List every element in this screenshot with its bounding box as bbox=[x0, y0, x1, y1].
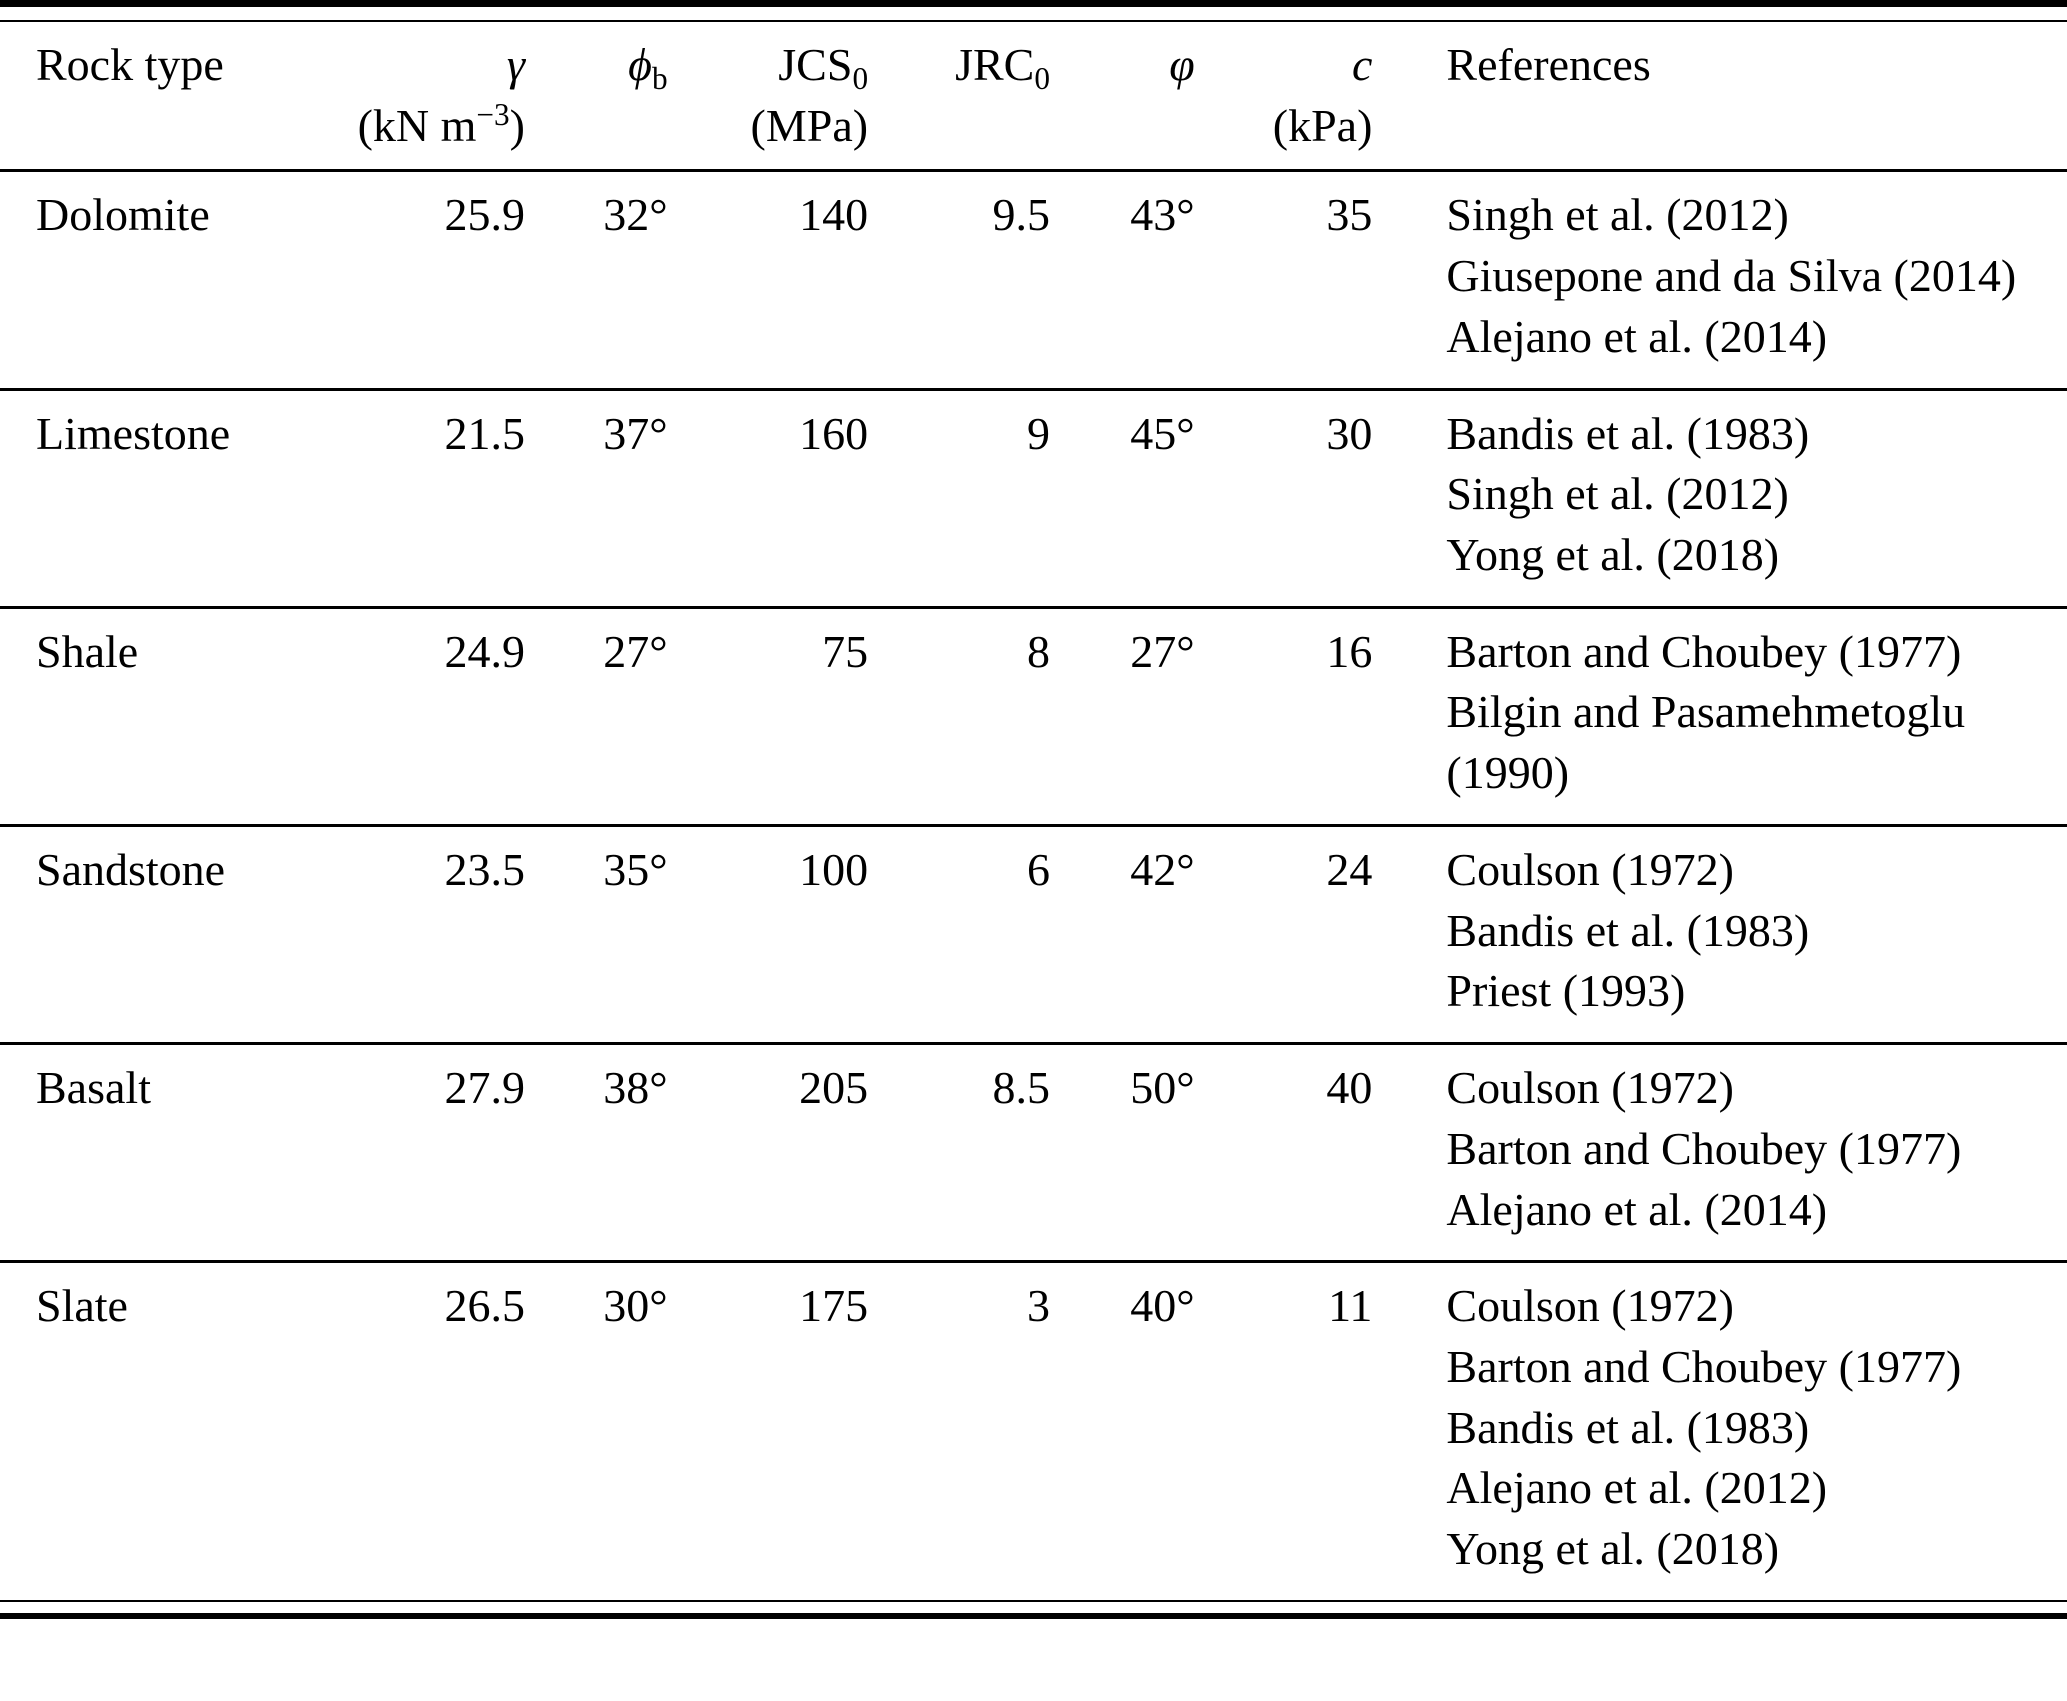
gamma-value: 26.5 bbox=[299, 1260, 525, 1600]
c-value: 11 bbox=[1194, 1260, 1373, 1600]
phi-b-value: 37° bbox=[525, 387, 668, 608]
gamma-symbol: γ bbox=[506, 39, 525, 90]
references-cell: Coulson (1972) Barton and Choubey (1977)… bbox=[1372, 1260, 2067, 1600]
data-table: Rock type γ (kN m−3) ϕb JCS0 (MPa) JRC0 bbox=[0, 22, 2067, 1600]
rock-type-cell: Shale bbox=[0, 605, 300, 826]
jcs0-value: 160 bbox=[667, 387, 869, 608]
phi-b-value: 38° bbox=[525, 1042, 668, 1262]
phi-b-value: 32° bbox=[525, 169, 668, 390]
jrc0-value: 8 bbox=[868, 605, 1050, 826]
jcs0-value: 175 bbox=[667, 1260, 869, 1600]
gamma-value: 21.5 bbox=[299, 387, 525, 608]
table-header: Rock type γ (kN m−3) ϕb JCS0 (MPa) JRC0 bbox=[0, 22, 2067, 171]
header-c: c (kPa) bbox=[1195, 22, 1373, 171]
header-row: Rock type γ (kN m−3) ϕb JCS0 (MPa) JRC0 bbox=[0, 22, 2067, 171]
rock-type-cell: Limestone bbox=[0, 387, 300, 608]
rock-type-cell: Dolomite bbox=[0, 169, 300, 390]
jrc0-value: 8.5 bbox=[868, 1042, 1050, 1262]
rock-type-cell: Slate bbox=[0, 1260, 300, 1600]
references-cell: Coulson (1972) Bandis et al. (1983) Prie… bbox=[1372, 823, 2067, 1044]
header-jcs0: JCS0 (MPa) bbox=[668, 22, 869, 171]
jrc0-value: 6 bbox=[868, 823, 1050, 1044]
table-bottom-rule bbox=[0, 1599, 2067, 1619]
jrc0-label: JRC0 bbox=[955, 39, 1050, 96]
header-references: References bbox=[1446, 39, 1651, 90]
phi-value: 43° bbox=[1049, 169, 1195, 390]
c-value: 30 bbox=[1194, 387, 1373, 608]
phi-value: 50° bbox=[1049, 1042, 1195, 1262]
header-rock-type: Rock type bbox=[0, 22, 300, 171]
gamma-value: 24.9 bbox=[299, 605, 525, 826]
header-gamma: γ (kN m−3) bbox=[300, 22, 525, 171]
phi-b-value: 27° bbox=[525, 605, 668, 826]
jcs0-unit: (MPa) bbox=[750, 99, 869, 151]
gamma-unit: (kN m−3) bbox=[357, 96, 525, 151]
c-value: 16 bbox=[1194, 605, 1373, 826]
rock-type-cell: Basalt bbox=[0, 1042, 300, 1262]
phi-value: 27° bbox=[1049, 605, 1195, 826]
table-top-rule bbox=[0, 0, 2067, 22]
phi-symbol: φ bbox=[1169, 39, 1195, 90]
phi-b-value: 35° bbox=[525, 823, 668, 1044]
header-phi: φ bbox=[1050, 22, 1195, 171]
gamma-unit-exponent: −3 bbox=[476, 96, 510, 132]
table-body: Dolomite 25.9 32° 140 9.5 43° 35 Singh e… bbox=[0, 169, 2067, 1600]
jrc0-value: 9.5 bbox=[868, 169, 1050, 390]
rock-type-cell: Sandstone bbox=[0, 823, 300, 1044]
gamma-value: 25.9 bbox=[299, 169, 525, 390]
c-value: 40 bbox=[1194, 1042, 1373, 1262]
c-symbol: c bbox=[1352, 39, 1373, 90]
references-cell: Singh et al. (2012) Giusepone and da Sil… bbox=[1372, 169, 2067, 390]
jcs0-label: JCS0 bbox=[778, 39, 869, 96]
c-unit: (kPa) bbox=[1272, 99, 1373, 151]
jrc0-value: 9 bbox=[868, 387, 1050, 608]
c-value: 24 bbox=[1194, 823, 1373, 1044]
jcs0-value: 140 bbox=[667, 169, 869, 390]
rock-properties-table: Rock type γ (kN m−3) ϕb JCS0 (MPa) JRC0 bbox=[0, 0, 2067, 1619]
header-jrc0: JRC0 bbox=[868, 22, 1050, 171]
jrc0-value: 3 bbox=[868, 1260, 1050, 1600]
table-row: Basalt 27.9 38° 205 8.5 50° 40 Coulson (… bbox=[0, 1042, 2067, 1262]
table-row: Dolomite 25.9 32° 140 9.5 43° 35 Singh e… bbox=[0, 169, 2067, 390]
c-value: 35 bbox=[1194, 169, 1373, 390]
references-cell: Barton and Choubey (1977) Bilgin and Pas… bbox=[1372, 605, 2067, 826]
jcs0-value: 75 bbox=[667, 605, 869, 826]
phi-b-value: 30° bbox=[525, 1260, 668, 1600]
header-rock-type-label: Rock type bbox=[36, 39, 224, 90]
references-cell: Bandis et al. (1983) Singh et al. (2012)… bbox=[1372, 387, 2067, 608]
table-row: Limestone 21.5 37° 160 9 45° 30 Bandis e… bbox=[0, 387, 2067, 608]
table-row: Sandstone 23.5 35° 100 6 42° 24 Coulson … bbox=[0, 823, 2067, 1044]
gamma-value: 27.9 bbox=[299, 1042, 525, 1262]
phi-b-symbol: ϕb bbox=[628, 39, 668, 96]
jcs0-value: 100 bbox=[667, 823, 869, 1044]
table-row: Shale 24.9 27° 75 8 27° 16 Barton and Ch… bbox=[0, 605, 2067, 826]
references-cell: Coulson (1972) Barton and Choubey (1977)… bbox=[1372, 1042, 2067, 1262]
phi-value: 40° bbox=[1049, 1260, 1195, 1600]
table-row: Slate 26.5 30° 175 3 40° 11 Coulson (197… bbox=[0, 1260, 2067, 1600]
phi-value: 42° bbox=[1049, 823, 1195, 1044]
jcs0-value: 205 bbox=[667, 1042, 869, 1262]
phi-value: 45° bbox=[1049, 387, 1195, 608]
header-phi-b: ϕb bbox=[525, 22, 668, 171]
gamma-value: 23.5 bbox=[299, 823, 525, 1044]
